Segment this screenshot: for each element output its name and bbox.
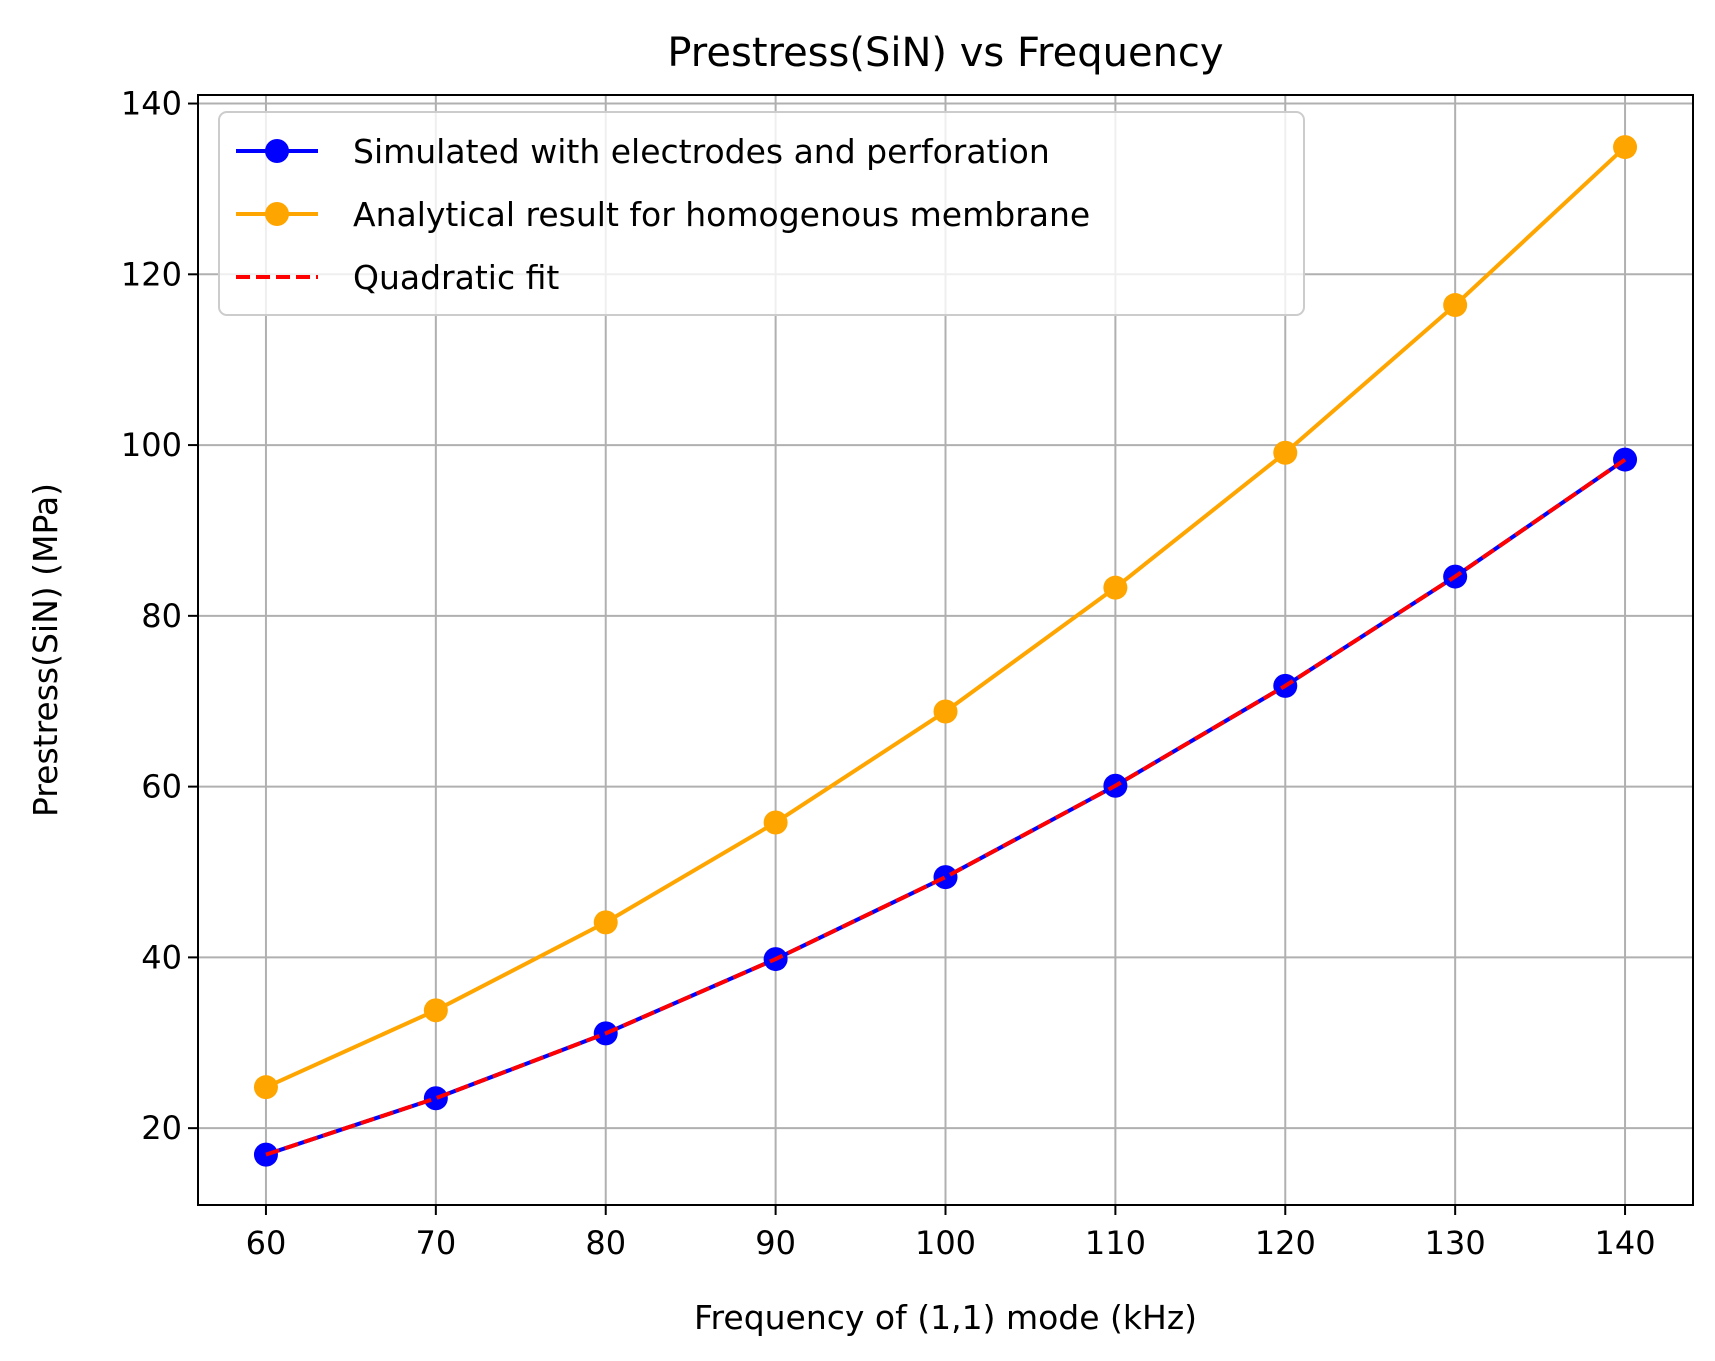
legend-label-0: Simulated with electrodes and perforatio…: [353, 132, 1050, 171]
legend-marker-1: [265, 202, 289, 226]
series-1-point: [1613, 135, 1638, 160]
x-tick-label: 90: [755, 1224, 796, 1262]
x-tick-label: 110: [1085, 1224, 1146, 1262]
series-layer: [253, 135, 1638, 1167]
y-tick-label: 40: [141, 938, 182, 976]
series-1-point: [763, 810, 788, 835]
x-tick-label: 130: [1425, 1224, 1486, 1262]
y-tick-label: 140: [121, 85, 182, 123]
legend-box: [218, 111, 1305, 316]
ticks: 60 70 80 90 100 110 120 130 140 20 40 60 80 100 120 140: [121, 85, 1656, 1262]
y-tick-label: 80: [141, 597, 182, 635]
y-tick-label: 120: [121, 255, 182, 293]
series-1-point: [593, 910, 618, 935]
series-1-point: [253, 1075, 278, 1100]
x-tick-label: 70: [415, 1224, 456, 1262]
y-axis-label: Prestress(SiN) (MPa): [26, 483, 65, 817]
x-tick-label: 120: [1255, 1224, 1316, 1262]
series-0-point: [933, 865, 958, 890]
chart-title: Prestress(SiN) vs Frequency: [667, 30, 1223, 76]
legend-marker-0: [265, 139, 289, 163]
series-1-point: [1273, 440, 1298, 465]
legend-label-1: Analytical result for homogenous membran…: [353, 195, 1090, 234]
series-1-point: [1443, 293, 1468, 318]
x-tick-label: 140: [1595, 1224, 1656, 1262]
series-1-point: [933, 699, 958, 724]
x-axis-label: Frequency of (1,1) mode (kHz): [694, 1298, 1197, 1337]
series-1-point: [1103, 575, 1128, 600]
x-tick-label: 80: [585, 1224, 626, 1262]
y-tick-label: 60: [141, 768, 182, 806]
y-tick-label: 20: [141, 1109, 182, 1147]
legend: Simulated with electrodes and perforatio…: [218, 111, 1305, 316]
y-tick-label: 100: [121, 426, 182, 464]
series-1-point: [423, 998, 448, 1023]
x-tick-label: 100: [915, 1224, 976, 1262]
series-0-point: [423, 1086, 448, 1111]
x-tick-label: 60: [246, 1224, 287, 1262]
legend-label-2: Quadratic fit: [353, 258, 559, 297]
